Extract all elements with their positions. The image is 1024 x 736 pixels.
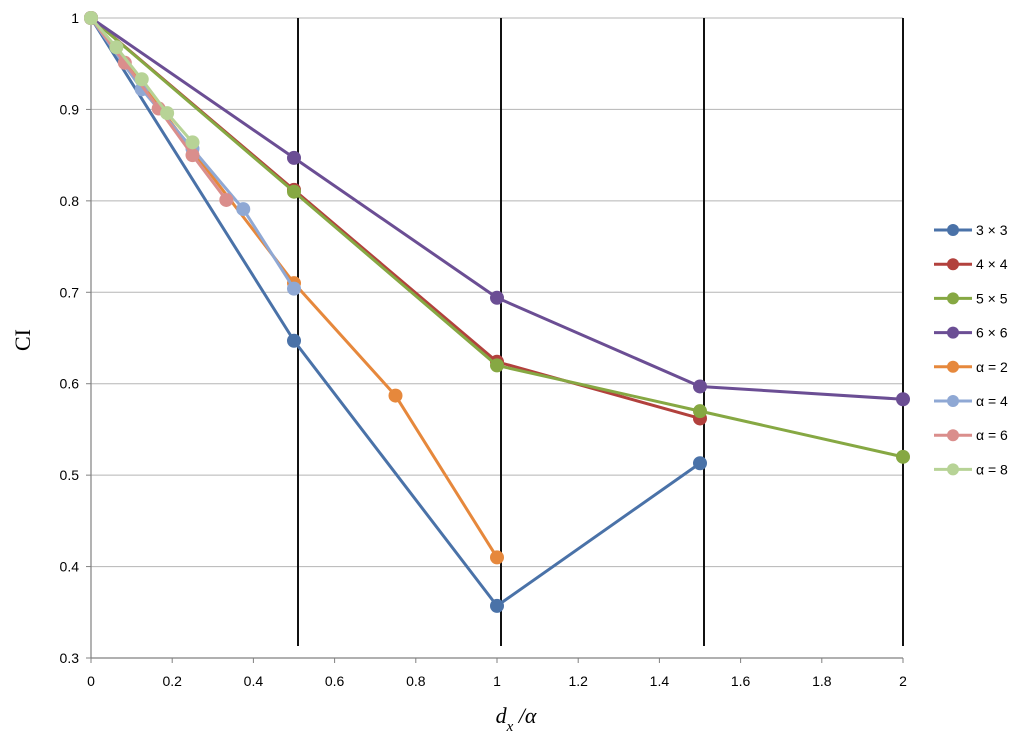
series-line bbox=[90, 16, 904, 401]
x-axis-title: dx /α bbox=[496, 703, 537, 735]
series-line bbox=[89, 17, 701, 608]
legend-item: α = 8 bbox=[934, 461, 1008, 477]
data-point bbox=[388, 388, 403, 403]
series-line bbox=[90, 16, 701, 420]
y-tick-label: 0.6 bbox=[60, 376, 80, 392]
data-point bbox=[160, 106, 175, 121]
data-point bbox=[693, 404, 707, 419]
legend-label: α = 8 bbox=[976, 461, 1008, 477]
x-tick-label: 0 bbox=[87, 673, 95, 689]
x-tick-label: 0.2 bbox=[162, 673, 182, 689]
legend-item: 4 × 4 bbox=[934, 256, 1008, 272]
x-tick-label: 0.6 bbox=[325, 673, 345, 689]
y-tick-label: 0.5 bbox=[60, 467, 80, 483]
data-point bbox=[287, 184, 301, 199]
data-point bbox=[287, 150, 301, 165]
legend-label: 5 × 5 bbox=[976, 290, 1008, 306]
y-tick-label: 0.7 bbox=[60, 284, 80, 300]
series-2 bbox=[84, 11, 910, 464]
legend-label: α = 2 bbox=[976, 359, 1008, 375]
legend-item: α = 2 bbox=[934, 359, 1008, 375]
legend-label: α = 4 bbox=[976, 393, 1008, 409]
data-point bbox=[185, 148, 200, 163]
series-1 bbox=[84, 11, 707, 426]
legend-swatch-marker bbox=[947, 292, 959, 305]
x-tick-label: 1.6 bbox=[731, 673, 751, 689]
y-axis-title: CI bbox=[10, 329, 35, 351]
legend-swatch-marker bbox=[947, 224, 959, 236]
legend-swatch-marker bbox=[947, 326, 959, 339]
series-lines bbox=[84, 11, 910, 613]
data-point bbox=[287, 333, 301, 348]
y-tick-label: 0.9 bbox=[60, 101, 80, 117]
x-tick-label: 1 bbox=[493, 673, 501, 689]
legend-item: 5 × 5 bbox=[934, 290, 1008, 306]
legend-swatch-marker bbox=[947, 463, 959, 476]
x-axis-title-subscript: x bbox=[506, 719, 514, 735]
data-point bbox=[109, 40, 124, 55]
x-tick-label: 0.8 bbox=[406, 673, 426, 689]
x-tick-label: 1.8 bbox=[812, 673, 832, 689]
legend: 3 × 3 4 × 4 5 × 5 6 × 6 α = 2 α = 4 α = 6 α = 8 bbox=[934, 222, 1008, 477]
data-point bbox=[236, 202, 251, 217]
series-3 bbox=[84, 11, 910, 407]
legend-label: 4 × 4 bbox=[976, 256, 1008, 272]
data-point bbox=[287, 281, 301, 296]
y-tick-label: 0.4 bbox=[60, 559, 80, 575]
legend-item: α = 6 bbox=[934, 427, 1008, 443]
x-tick-label: 1.4 bbox=[650, 673, 670, 689]
legend-label: 6 × 6 bbox=[976, 325, 1008, 341]
data-point bbox=[490, 358, 504, 373]
legend-item: 6 × 6 bbox=[934, 325, 1008, 341]
vertical-marker-lines bbox=[297, 18, 904, 646]
data-point bbox=[84, 11, 98, 25]
y-tick-label: 0.3 bbox=[60, 650, 80, 666]
x-tick-label: 0.4 bbox=[244, 673, 264, 689]
legend-swatch-marker bbox=[947, 395, 959, 407]
series-0 bbox=[84, 11, 707, 613]
data-point bbox=[896, 449, 910, 464]
legend-item: 3 × 3 bbox=[934, 222, 1008, 238]
data-point bbox=[490, 290, 504, 305]
data-point bbox=[693, 379, 707, 394]
data-point bbox=[490, 598, 504, 613]
y-tick-label: 1 bbox=[71, 10, 79, 26]
data-point bbox=[134, 72, 149, 87]
data-point bbox=[117, 55, 132, 70]
legend-label: 3 × 3 bbox=[976, 222, 1008, 238]
axes bbox=[86, 17, 904, 663]
data-point bbox=[185, 135, 200, 150]
legend-item: α = 4 bbox=[934, 393, 1008, 409]
data-point bbox=[693, 456, 707, 471]
y-tick-label: 0.8 bbox=[60, 193, 80, 209]
data-point bbox=[219, 192, 234, 207]
legend-label: α = 6 bbox=[976, 427, 1008, 443]
x-axis-title-rest: /α bbox=[513, 703, 537, 728]
legend-swatch-marker bbox=[947, 360, 959, 373]
x-tick-label: 1.2 bbox=[568, 673, 588, 689]
legend-swatch-marker bbox=[947, 429, 959, 442]
legend-swatch-marker bbox=[947, 258, 959, 271]
tick-labels: 0.3 0.4 0.5 0.6 0.7 0.8 0.9 1 0 0.2 0.4 0.6 0.8 1 1.2 1… bbox=[60, 10, 908, 689]
x-axis-title-main: d bbox=[496, 703, 508, 728]
data-point bbox=[490, 550, 504, 565]
data-point bbox=[896, 392, 910, 407]
x-tick-label: 2 bbox=[899, 673, 907, 689]
series-7 bbox=[84, 11, 200, 150]
